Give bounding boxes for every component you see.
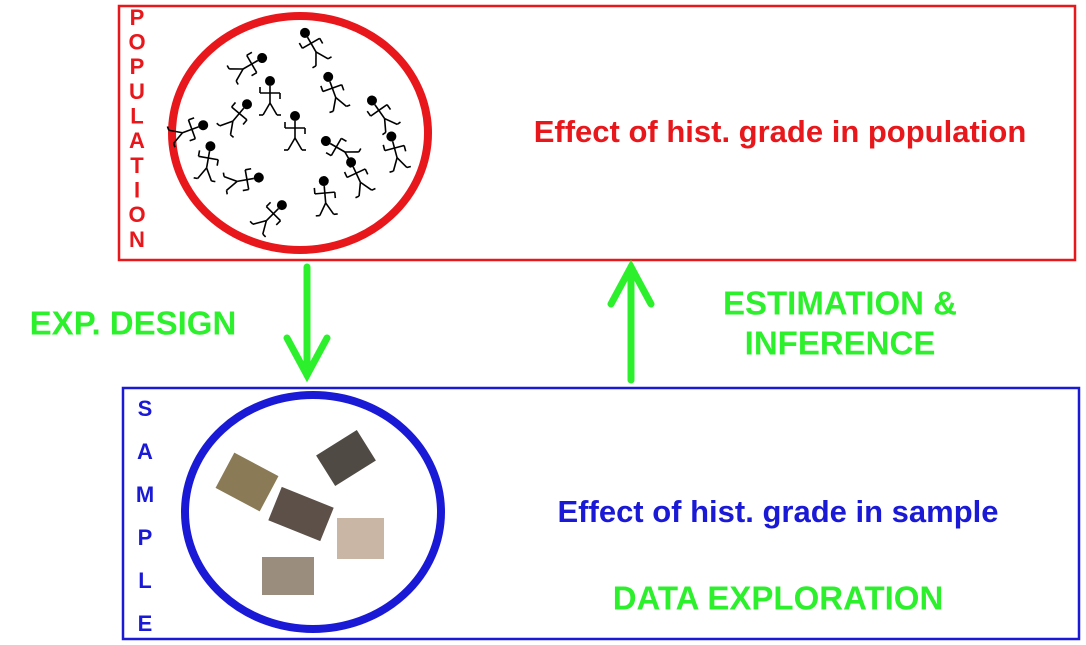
population-label-letter: L (130, 103, 143, 128)
population-label-letter: A (129, 128, 145, 153)
inference-label: INFERENCE (745, 325, 936, 362)
sample-label-letter: P (138, 525, 153, 550)
population-label-letter: O (128, 29, 145, 54)
population-label-letter: P (130, 5, 145, 30)
population-label-letter: O (128, 202, 145, 227)
population-ellipse (168, 12, 432, 254)
population-label-letter: T (130, 153, 144, 178)
sample-label-letter: M (136, 482, 154, 507)
sample-activity: DATA EXPLORATION (613, 580, 944, 617)
sample-label-letter: A (137, 439, 153, 464)
population-label-letter: I (134, 177, 140, 202)
inference-label: ESTIMATION & (723, 285, 957, 322)
population-box (117, 4, 1077, 262)
sample-label-letter: S (138, 396, 153, 421)
sample-ellipse (181, 391, 445, 633)
sample-statement: Effect of hist. grade in sample (558, 494, 999, 529)
design-label: EXP. DESIGN (30, 305, 237, 342)
arrows (283, 259, 655, 384)
sample-label-letter: E (138, 611, 153, 636)
sample-box (121, 386, 1081, 641)
population-label-letter: U (129, 79, 145, 104)
sample-photos (215, 430, 384, 595)
population-statement: Effect of hist. grade in population (534, 114, 1027, 149)
sample-label-letter: L (138, 568, 151, 593)
population-label-letter: N (129, 227, 145, 252)
population-label-letter: P (130, 54, 145, 79)
